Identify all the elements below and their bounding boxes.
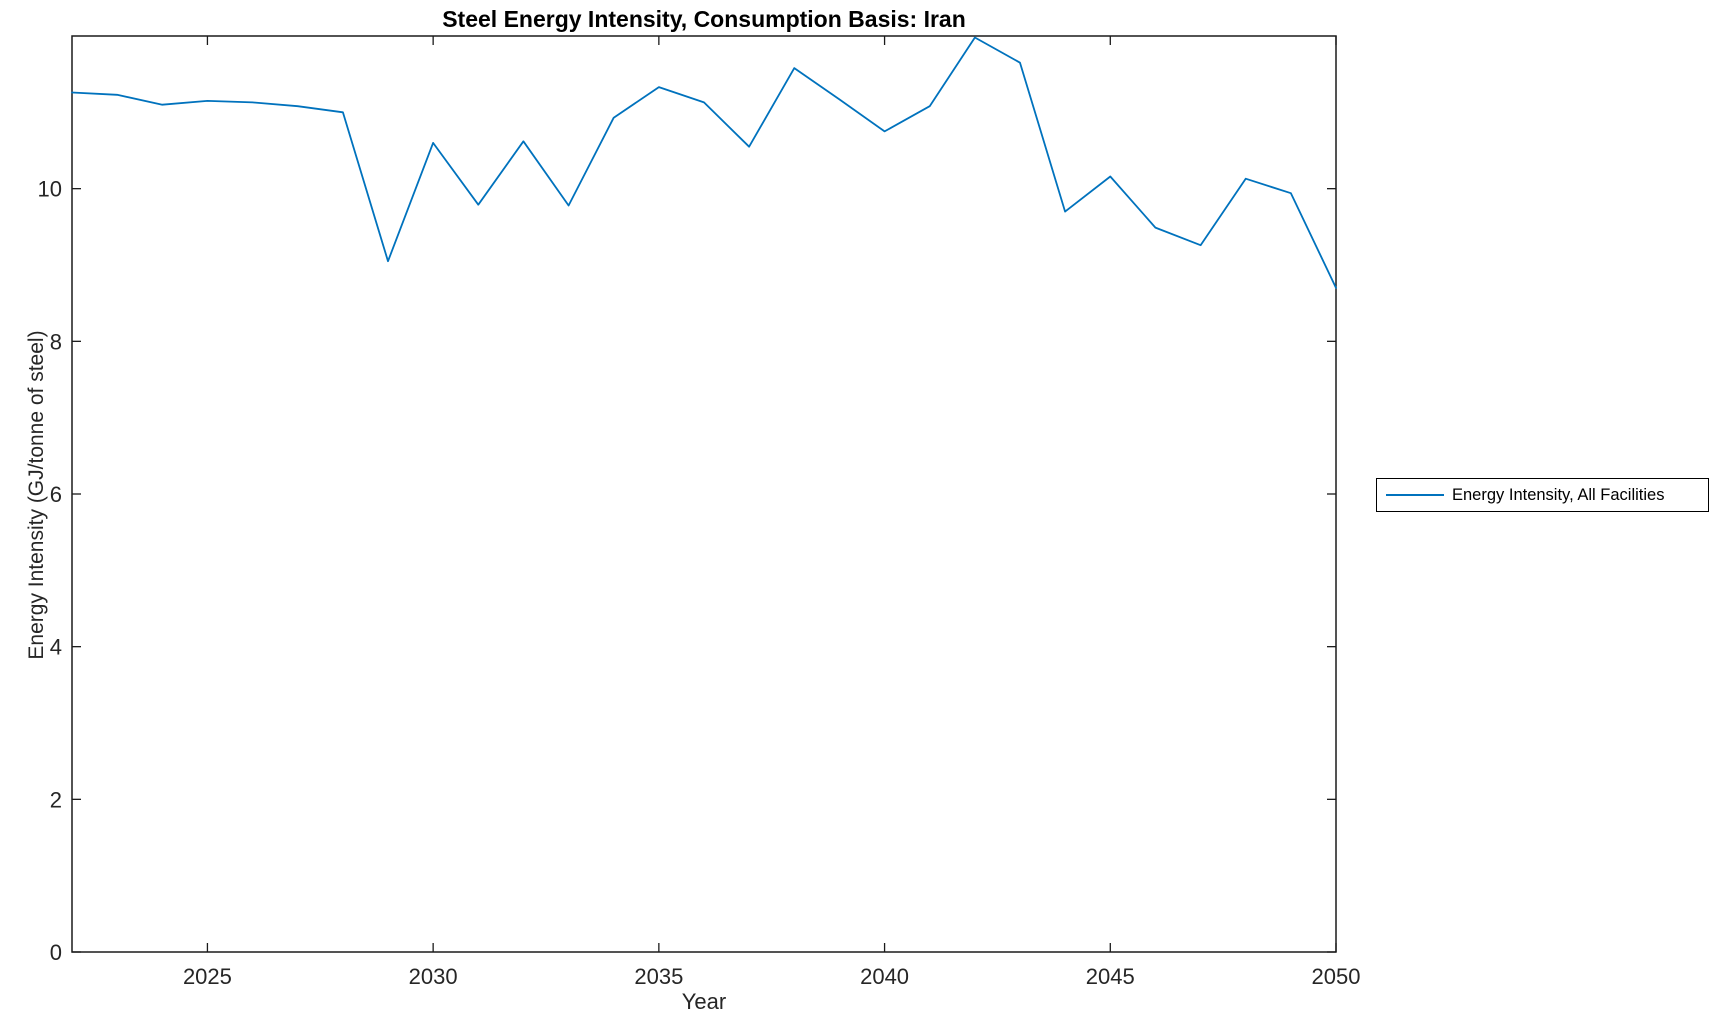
- legend: Energy Intensity, All Facilities: [1376, 478, 1709, 512]
- y-tick-label: 10: [38, 177, 62, 202]
- data-line-energy-intensity-all-facilities: [71, 36, 1337, 289]
- x-tick-label: 2040: [860, 964, 909, 989]
- y-tick-label: 0: [50, 940, 62, 965]
- legend-line-sample: [1386, 494, 1444, 496]
- legend-label: Energy Intensity, All Facilities: [1452, 485, 1665, 504]
- y-tick-label: 2: [50, 787, 62, 812]
- x-tick-label: 2050: [1312, 964, 1361, 989]
- y-tick-label: 6: [50, 482, 62, 507]
- chart-title: Steel Energy Intensity, Consumption Basi…: [442, 6, 966, 32]
- x-tick-label: 2025: [183, 964, 232, 989]
- y-tick-label: 8: [50, 329, 62, 354]
- x-tick-label: 2030: [409, 964, 458, 989]
- x-tick-label: 2045: [1086, 964, 1135, 989]
- y-tick-label: 4: [50, 635, 62, 660]
- x-tick-label: 2035: [634, 964, 683, 989]
- x-axis-label: Year: [681, 989, 727, 1014]
- axes-box: [71, 35, 1337, 953]
